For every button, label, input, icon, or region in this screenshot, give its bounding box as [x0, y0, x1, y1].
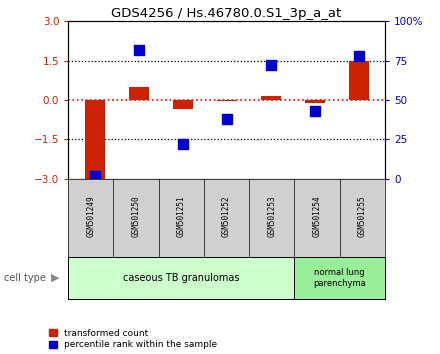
Bar — [129, 87, 149, 100]
Text: GSM501254: GSM501254 — [312, 195, 322, 237]
Point — [223, 116, 230, 122]
Text: normal lung
parenchyma: normal lung parenchyma — [313, 268, 366, 287]
Text: GSM501252: GSM501252 — [222, 195, 231, 237]
Point — [267, 63, 274, 68]
Bar — [261, 96, 281, 100]
Point — [355, 53, 362, 59]
Text: caseous TB granulomas: caseous TB granulomas — [123, 273, 240, 283]
Point — [135, 47, 142, 52]
Bar — [84, 100, 105, 179]
Bar — [217, 100, 237, 101]
Text: GSM501249: GSM501249 — [86, 195, 95, 237]
Point — [311, 108, 318, 114]
Text: GSM501255: GSM501255 — [358, 195, 367, 237]
Text: GSM501250: GSM501250 — [132, 195, 141, 237]
Bar — [173, 100, 193, 109]
Title: GDS4256 / Hs.46780.0.S1_3p_a_at: GDS4256 / Hs.46780.0.S1_3p_a_at — [111, 7, 342, 20]
Text: GSM501253: GSM501253 — [268, 195, 276, 237]
Bar — [305, 100, 325, 103]
Bar — [349, 61, 369, 100]
Legend: transformed count, percentile rank within the sample: transformed count, percentile rank withi… — [48, 329, 217, 349]
Point — [91, 173, 98, 179]
Text: cell type: cell type — [4, 273, 46, 283]
Point — [179, 141, 186, 147]
Text: ▶: ▶ — [51, 273, 59, 283]
Text: GSM501251: GSM501251 — [177, 195, 186, 237]
